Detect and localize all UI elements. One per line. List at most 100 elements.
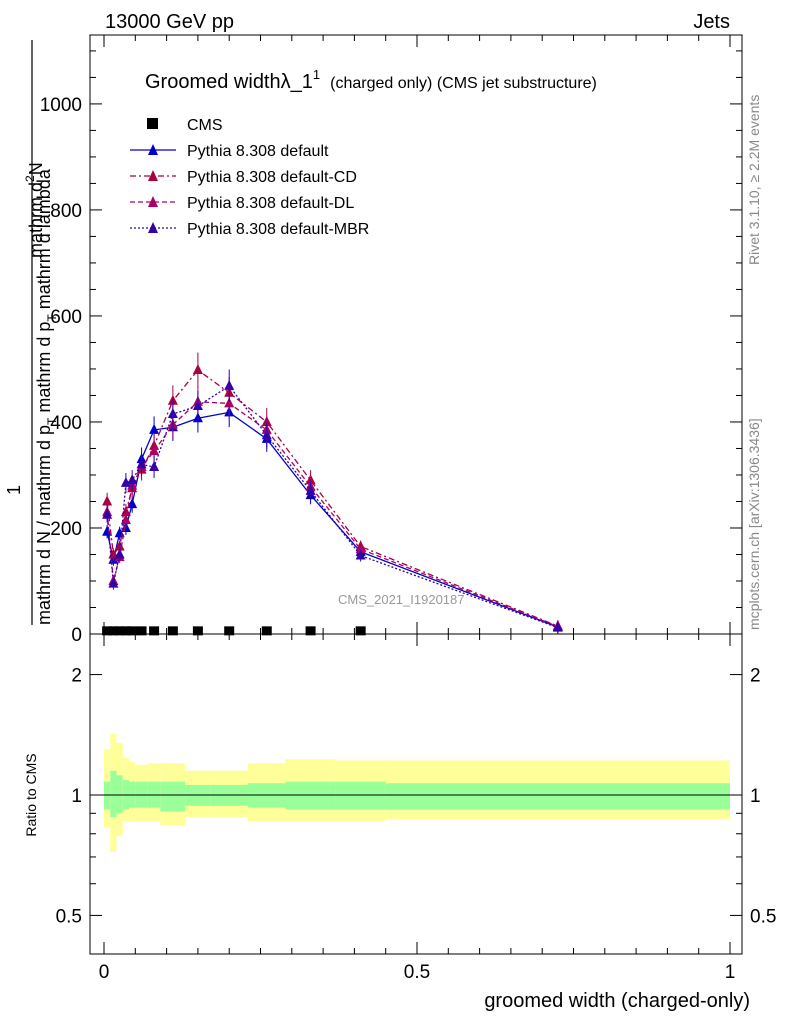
- cms-point: [102, 626, 113, 636]
- legend-marker: [148, 144, 158, 155]
- series-point: [552, 621, 563, 632]
- series-1: [102, 352, 563, 633]
- inner-band: [110, 770, 117, 818]
- legend-entry: CMS: [147, 117, 223, 134]
- chart-title: Groomed widthλ_11 (charged only) (CMS jet…: [145, 67, 597, 93]
- series-point: [136, 458, 147, 469]
- cms-point: [114, 626, 125, 636]
- ratio-tick-label-right: 0.5: [750, 906, 776, 927]
- series-point: [102, 495, 113, 506]
- legend-entry: Pythia 8.308 default-MBR: [130, 221, 369, 238]
- series-point: [108, 577, 119, 588]
- series-point: [305, 484, 316, 495]
- inner-band: [285, 781, 336, 810]
- header-right: Jets: [693, 11, 730, 33]
- cms-point: [305, 626, 316, 636]
- x-tick-label: 0: [99, 962, 110, 983]
- cms-point: [120, 626, 131, 636]
- ratio-tick-label: 0.5: [56, 906, 82, 927]
- legend-marker: [148, 196, 158, 207]
- ylabel-den-a: mathrm d N / mathrm d p: [34, 425, 54, 625]
- ratio-tick-label-right: 1: [750, 786, 761, 807]
- cms-point: [149, 626, 160, 636]
- series-point: [192, 364, 203, 375]
- legend-label: Pythia 8.308 default: [187, 143, 329, 160]
- series-point: [149, 445, 160, 456]
- cms-point: [108, 626, 119, 636]
- legend-marker: [147, 118, 158, 129]
- series-point: [127, 498, 138, 509]
- ratio-tick-label: 2: [71, 666, 82, 687]
- ratio-y-ticks: 0.5 0.5 1 1 2 2: [56, 666, 777, 928]
- ylabel-den-c: mathrm d lambda: [34, 168, 54, 314]
- legend-entry: Pythia 8.308 default-DL: [130, 195, 354, 212]
- series-point: [127, 474, 138, 485]
- series-line: [106, 401, 559, 628]
- y-tick-label: 400: [50, 413, 82, 434]
- ylabel-denominator: mathrm d N / mathrm d pT mathrm d pT mat…: [34, 168, 59, 625]
- ylabel-den-sub-b: T: [45, 314, 59, 322]
- mcplots-label: mcplots.cern.ch [arXiv:1306.3436]: [746, 418, 762, 630]
- x-axis-ticks: 0 0.5 1: [99, 35, 736, 983]
- inner-band: [385, 783, 730, 810]
- main-y-tick-labels: 0 200 400 600 800 1000: [40, 95, 82, 646]
- legend-label: Pythia 8.308 default-MBR: [187, 221, 369, 238]
- series-point: [167, 408, 178, 419]
- title-main: Groomed width: [145, 71, 281, 93]
- ratio-plot-frame: [89, 633, 743, 955]
- series-line: [106, 385, 559, 629]
- series-0: [102, 397, 563, 634]
- series-point: [192, 400, 203, 411]
- series-point: [224, 397, 235, 408]
- ratio-bands: [104, 734, 730, 853]
- cms-point: [355, 626, 366, 636]
- series-point: [261, 429, 272, 440]
- y-tick-label: 200: [50, 519, 82, 540]
- ylabel-den-b: mathrm d p: [34, 322, 54, 418]
- y-tick-label: 1000: [40, 95, 82, 116]
- ylabel-numerator: mathrm d2N: [23, 162, 46, 258]
- legend: CMS Pythia 8.308 default Pythia 8.308 defa…: [130, 117, 369, 238]
- series-layer: [102, 352, 563, 634]
- legend-label: Pythia 8.308 default-CD: [187, 169, 357, 186]
- legend-label: CMS: [187, 117, 223, 134]
- y-tick-label: 800: [50, 201, 82, 222]
- series-2: [102, 386, 563, 633]
- ylabel-den-sub-a: T: [45, 417, 59, 425]
- ylabel-one: 1: [4, 485, 24, 495]
- analysis-watermark: CMS_2021_I1920187: [338, 592, 465, 607]
- main-y-ticks: [90, 50, 742, 635]
- ylabel-num-sup: 2: [23, 175, 37, 182]
- legend-entry: Pythia 8.308 default-CD: [130, 169, 357, 186]
- inner-band: [160, 781, 186, 812]
- x-tick-label: 0.5: [404, 962, 430, 983]
- header-left: 13000 GeV pp: [105, 11, 234, 33]
- series-point: [355, 549, 366, 560]
- series-point: [120, 514, 131, 525]
- series-point: [102, 508, 113, 519]
- title-symbol: λ_1: [281, 71, 313, 93]
- legend-entry: Pythia 8.308 default: [130, 143, 329, 160]
- ratio-tick-label: 1: [71, 786, 82, 807]
- series-point: [149, 461, 160, 472]
- legend-marker: [148, 222, 158, 233]
- cms-point: [167, 626, 178, 636]
- y-axis-label-top: 1 mathrm d N / mathrm d pT mathrm d pT m…: [4, 40, 59, 625]
- series-3: [102, 369, 563, 634]
- series-point: [102, 525, 113, 536]
- title-rest: (charged only) (CMS jet substructure): [330, 75, 597, 92]
- cms-point: [127, 626, 138, 636]
- series-point: [120, 476, 131, 487]
- inner-band: [335, 781, 386, 810]
- series-point: [149, 423, 160, 434]
- ratio-y-label: Ratio to CMS: [23, 753, 39, 836]
- legend-marker: [148, 170, 158, 181]
- x-tick-label: 1: [725, 962, 736, 983]
- series-point: [224, 379, 235, 390]
- cms-point: [136, 626, 147, 636]
- y-tick-label: 0: [71, 625, 82, 646]
- y-tick-label: 600: [50, 307, 82, 328]
- series-point: [355, 543, 366, 554]
- ylabel-num-b: N: [26, 162, 46, 175]
